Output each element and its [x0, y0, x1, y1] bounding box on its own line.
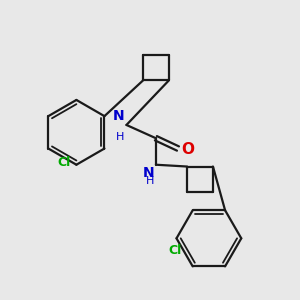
Text: H: H — [146, 176, 154, 186]
Text: H: H — [116, 132, 124, 142]
Text: O: O — [182, 142, 194, 158]
Text: N: N — [112, 110, 124, 124]
Text: N: N — [143, 166, 154, 180]
Text: Cl: Cl — [58, 156, 71, 169]
Text: Cl: Cl — [168, 244, 182, 256]
